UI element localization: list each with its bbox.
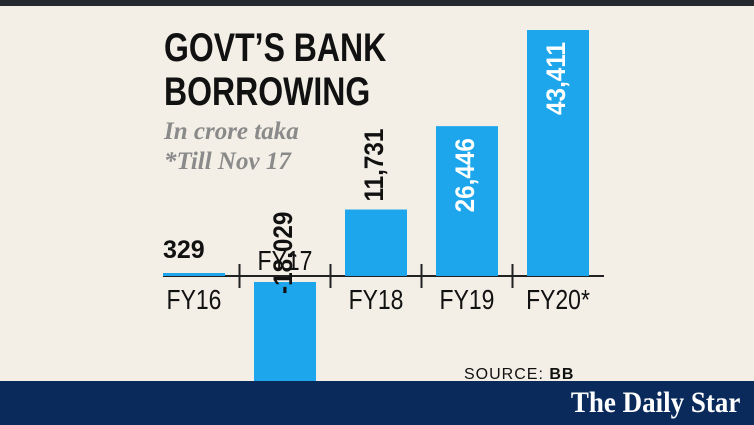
- source-note: SOURCE: BB: [464, 366, 574, 384]
- value-label: 43,411: [542, 42, 571, 115]
- category-label: FY19: [440, 285, 495, 316]
- source-name: BB: [549, 366, 575, 383]
- date-note: *Till Nov 17: [164, 148, 291, 175]
- bar-fy18: [345, 209, 407, 276]
- chart-title-line-1: GOVT’S BANK: [164, 26, 387, 70]
- category-label: FY17: [258, 246, 313, 277]
- category-label: FY16: [167, 285, 222, 316]
- value-label: 329: [163, 236, 205, 264]
- bar-fy16: [163, 273, 225, 276]
- chart-title-line-2: BORROWING: [164, 70, 371, 114]
- chart-title: GOVT’S BANK BORROWING: [164, 26, 386, 114]
- bar-fy20: [527, 30, 589, 276]
- value-label: 26,446: [451, 138, 480, 212]
- top-border: [0, 0, 754, 6]
- brand-logo: The Daily Star: [570, 386, 740, 419]
- chart-subtitle: In crore taka *Till Nov 17: [164, 117, 299, 177]
- bar-fy17: [254, 282, 316, 385]
- unit-note: In crore taka: [164, 118, 299, 145]
- category-label: FY20*: [526, 285, 590, 316]
- source-prefix: SOURCE:: [464, 366, 544, 383]
- value-label: -18,029: [269, 212, 298, 294]
- category-label: FY18: [349, 285, 404, 316]
- footer-bar: The Daily Star: [0, 381, 754, 425]
- value-label: 11,731: [360, 129, 389, 202]
- bar-fy19: [436, 126, 498, 277]
